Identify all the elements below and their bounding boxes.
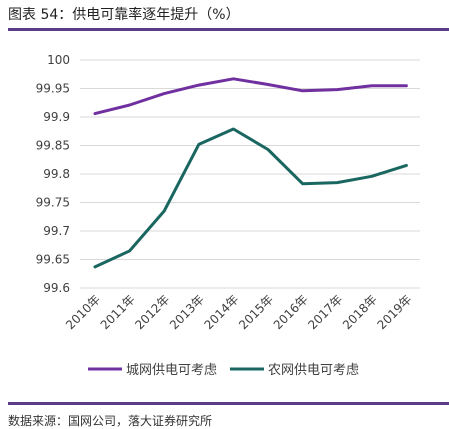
y-axis-ticks: 99.6 99.65 99.7 99.75 99.8 99.85 99.9 99.95 100 <box>36 53 70 295</box>
series-line-2 <box>93 127 408 269</box>
figure-source: 数据来源：国网公司，落大证券研究所 <box>8 414 213 428</box>
figure-title: 图表 54：供电可靠率逐年提升（%） <box>8 7 240 23</box>
legend: 城网供电可考虑 农网供电可考虑 <box>88 363 359 378</box>
series-lines <box>93 77 408 269</box>
y-tick-label: 99.9 <box>43 110 70 124</box>
x-tick-label: 2017年 <box>305 292 345 332</box>
x-tick-label: 2014年 <box>202 292 242 332</box>
y-tick-label: 99.75 <box>36 196 70 210</box>
gridlines <box>80 59 420 289</box>
y-tick-label: 100 <box>47 53 70 67</box>
y-tick-label: 99.7 <box>43 224 70 238</box>
x-tick-label: 2012年 <box>132 292 172 332</box>
x-axis-ticks: 2010年2011年2012年2013年2014年2015年2016年2017年… <box>63 292 414 332</box>
legend-label: 农网供电可考虑 <box>268 363 359 378</box>
x-tick-label: 2018年 <box>340 292 380 332</box>
legend-label: 城网供电可考虑 <box>126 363 217 378</box>
x-tick-label: 2011年 <box>98 292 138 332</box>
source-rule <box>8 402 449 405</box>
x-tick-label: 2013年 <box>167 292 207 332</box>
y-tick-label: 99.6 <box>43 281 70 295</box>
y-tick-label: 99.95 <box>36 82 70 96</box>
y-tick-label: 99.65 <box>36 253 70 267</box>
series-line-1 <box>93 77 408 116</box>
title-rule <box>8 28 449 31</box>
y-tick-label: 99.8 <box>43 167 70 181</box>
x-tick-label: 2010年 <box>63 292 103 332</box>
x-tick-label: 2019年 <box>375 292 415 332</box>
y-tick-label: 99.85 <box>36 139 70 153</box>
x-tick-label: 2016年 <box>271 292 311 332</box>
x-tick-label: 2015年 <box>236 292 276 332</box>
